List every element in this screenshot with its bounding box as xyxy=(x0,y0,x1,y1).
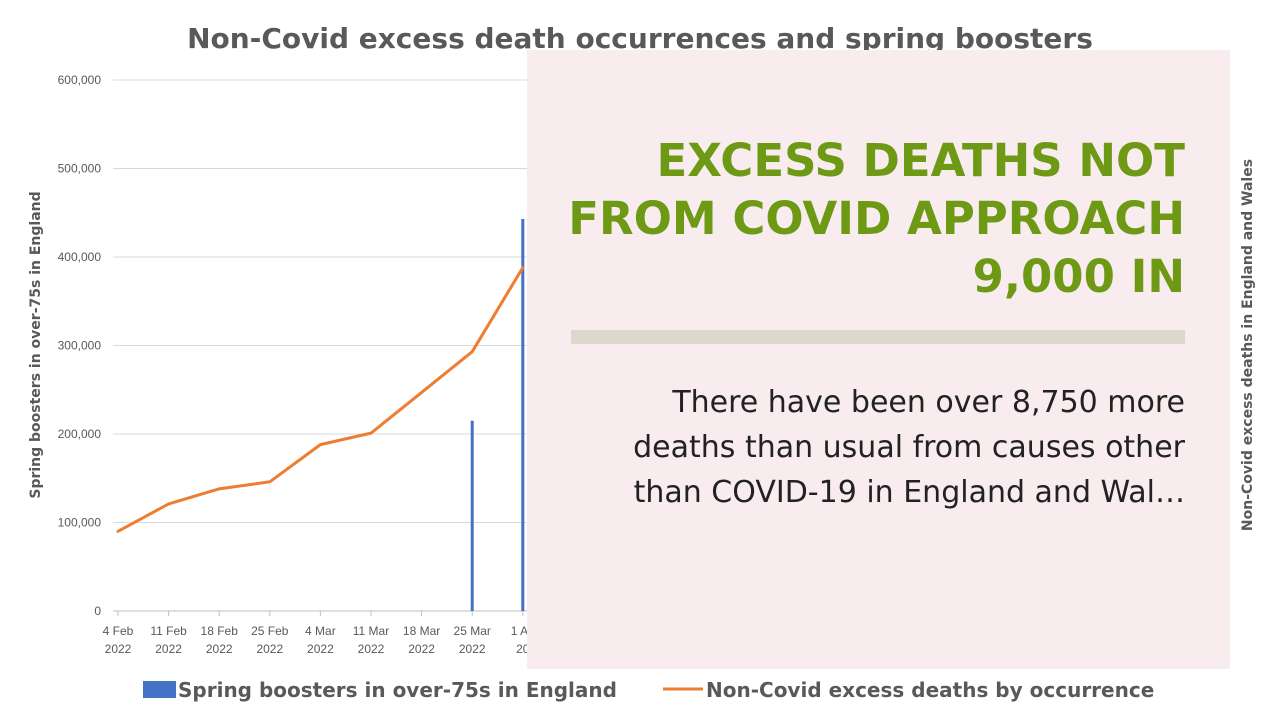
x-tick-label: 18 Mar 2022 xyxy=(403,624,440,656)
article-excerpt: There have been over 8,750 more deaths t… xyxy=(633,385,1185,510)
x-tick-label: 18 Feb 2022 xyxy=(201,624,239,656)
y-tick-label: 600,000 xyxy=(58,73,102,87)
x-tick-label: 25 Feb 2022 xyxy=(251,624,289,656)
legend-swatch-boosters xyxy=(143,681,176,698)
y-axis-title: Spring boosters in over-75s in England xyxy=(28,191,44,498)
y-tick-label: 500,000 xyxy=(58,162,102,176)
booster-bars xyxy=(470,218,525,611)
article-headline: EXCESS DEATHS NOT FROM COVID APPROACH 9,… xyxy=(568,134,1185,303)
y-tick-label: 0 xyxy=(94,604,101,618)
excess-deaths-line xyxy=(116,266,525,533)
y-axis-ticks: 0 100,000 200,000 300,000 400,000 500,000 600,… xyxy=(58,73,102,618)
x-axis-ticks: 4 Feb 2022 11 Feb 2022 18 Feb 2022 25 Feb 2022 4… xyxy=(103,611,535,656)
x-tick-label: 11 Feb 2022 xyxy=(150,624,187,656)
booster-bar xyxy=(521,218,525,611)
divider xyxy=(571,330,1185,344)
excess-deaths-line-path xyxy=(116,266,525,533)
booster-bar xyxy=(470,420,474,611)
x-tick-label: 25 Mar 2022 xyxy=(454,624,491,656)
legend-label-excess-deaths: Non-Covid excess deaths by occurrence xyxy=(706,678,1154,702)
legend-label-boosters: Spring boosters in over-75s in England xyxy=(178,678,617,702)
chart-title: Non-Covid excess death occurrences and s… xyxy=(187,22,1093,55)
y2-axis-title: Non-Covid excess deaths in England and W… xyxy=(1240,159,1256,531)
x-tick-label: 4 Feb 2022 xyxy=(103,624,134,656)
x-tick-label: 11 Mar 2022 xyxy=(353,624,389,656)
x-tick-label: 4 Mar 2022 xyxy=(305,624,336,656)
y-tick-label: 100,000 xyxy=(58,516,102,530)
legend: Spring boosters in over-75s in England N… xyxy=(143,678,1154,702)
y-tick-label: 400,000 xyxy=(58,250,102,264)
y-tick-label: 300,000 xyxy=(58,339,102,353)
article-overlay: EXCESS DEATHS NOT FROM COVID APPROACH 9,… xyxy=(527,50,1230,669)
y-tick-label: 200,000 xyxy=(58,427,102,441)
